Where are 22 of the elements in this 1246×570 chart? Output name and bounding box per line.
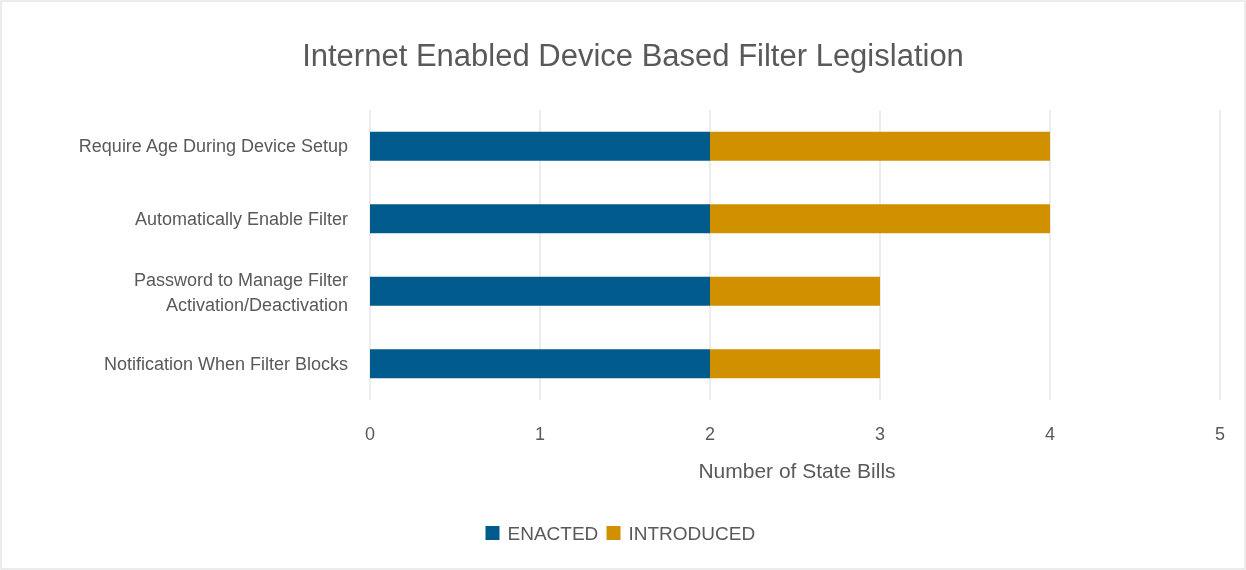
x-tick-label: 3 — [874, 424, 886, 444]
bar — [710, 276, 880, 306]
bar — [370, 349, 710, 379]
y-tick-label: Password to Manage Filter Activation/Deactivation — [133, 270, 348, 316]
legend-label: ENACTED — [507, 523, 599, 544]
x-tick-label: 2 — [704, 424, 716, 444]
x-axis-title: Number of State Bills — [698, 459, 896, 482]
bar — [370, 276, 710, 306]
x-tick-label: 1 — [534, 424, 546, 444]
y-tick-label: Notification When Filter Blocks — [103, 353, 348, 374]
bar — [370, 204, 710, 234]
bar — [710, 349, 880, 379]
legend-label: INTRODUCED — [628, 523, 756, 544]
bar — [710, 204, 1050, 234]
x-tick-label: 4 — [1044, 424, 1056, 444]
chart-title: Internet Enabled Device Based Filter Legislation — [302, 38, 964, 73]
x-tick-label: 5 — [1214, 424, 1226, 444]
x-tick-label: 0 — [364, 424, 376, 444]
y-tick-label: Automatically Enable Filter — [134, 208, 348, 229]
bar — [370, 131, 710, 161]
bar — [710, 131, 1050, 161]
y-tick-label: Require Age During Device Setup — [78, 136, 348, 157]
